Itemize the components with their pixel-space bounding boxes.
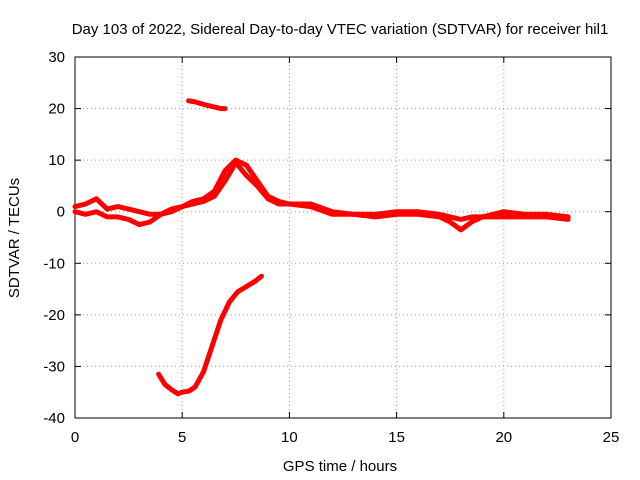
y-tick-label: -20 xyxy=(43,307,65,324)
x-tick-label: 20 xyxy=(495,429,512,446)
x-tick-label: 5 xyxy=(178,429,186,446)
y-tick-label: 0 xyxy=(57,204,65,221)
y-axis-label: SDTVAR / TECUs xyxy=(6,178,23,298)
y-tick-label: -30 xyxy=(43,358,65,375)
x-tick-label: 15 xyxy=(388,429,405,446)
y-tick-label: -40 xyxy=(43,410,65,427)
y-tick-label: 20 xyxy=(48,101,65,118)
x-tick-label: 0 xyxy=(71,429,79,446)
y-tick-label: -10 xyxy=(43,255,65,272)
y-tick-label: 30 xyxy=(48,49,65,66)
series-line-upper-segment xyxy=(186,98,228,112)
grid-lines xyxy=(75,57,611,418)
series-group xyxy=(72,98,571,397)
x-tick-labels: 0 5 10 15 20 25 xyxy=(71,429,620,446)
y-tick-label: 10 xyxy=(48,152,65,169)
x-tick-label: 10 xyxy=(281,429,298,446)
y-tick-labels: -40 -30 -20 -10 0 10 20 30 xyxy=(43,49,65,427)
series-line-lower-segment xyxy=(156,273,264,397)
x-axis-label: GPS time / hours xyxy=(283,458,397,475)
x-tick-label: 25 xyxy=(603,429,620,446)
series-line-main-band-b xyxy=(72,160,571,233)
plot-frame xyxy=(74,56,612,419)
axis-ticks xyxy=(74,56,612,419)
chart-title: Day 103 of 2022, Sidereal Day-to-day VTE… xyxy=(72,21,609,38)
